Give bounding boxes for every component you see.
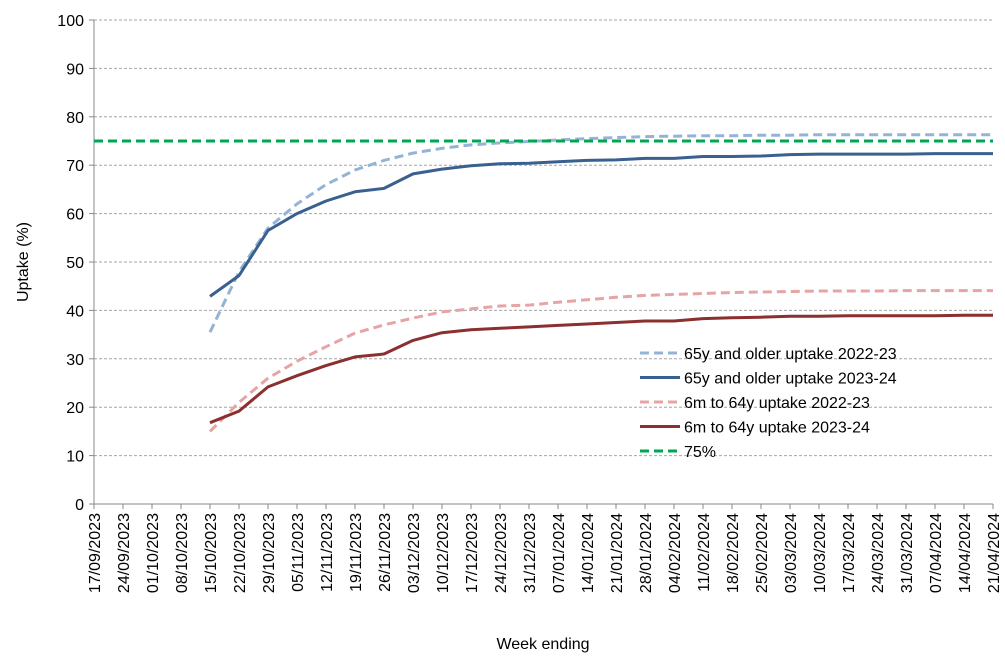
series-lines — [94, 133, 993, 433]
legend-label-0: 65y and older uptake 2022-23 — [684, 346, 897, 363]
x-tick-label: 28/01/2024 — [638, 513, 655, 593]
y-tick-label: 100 — [57, 13, 84, 30]
x-tick-label: 14/04/2024 — [957, 513, 974, 593]
x-tick-label: 03/12/2023 — [406, 513, 423, 593]
x-tick-label: 15/10/2023 — [203, 513, 220, 593]
x-tick-label: 24/03/2024 — [870, 513, 887, 593]
x-tick-label: 12/11/2023 — [319, 513, 336, 592]
y-tick-label: 40 — [66, 303, 84, 320]
legend-label-2: 6m to 64y uptake 2022-23 — [684, 395, 870, 412]
series-line-2 — [208, 289, 993, 433]
legend: 65y and older uptake 2022-23 65y and olde… — [640, 346, 897, 461]
y-tick-label: 80 — [66, 110, 84, 127]
x-tick-label: 31/12/2023 — [522, 513, 539, 593]
x-tick-label: 18/02/2024 — [725, 513, 742, 593]
gridlines — [94, 19, 993, 457]
y-tick-label: 0 — [75, 497, 84, 514]
x-tick-label: 07/01/2024 — [551, 513, 568, 593]
y-tick-label: 50 — [66, 255, 84, 272]
x-tick-label: 10/12/2023 — [435, 513, 452, 593]
y-axis-ticks: 0 10 20 30 40 50 60 70 80 90 100 — [57, 13, 94, 514]
x-tick-label: 08/10/2023 — [174, 513, 191, 593]
x-tick-label: 29/10/2023 — [261, 513, 278, 593]
y-axis-title: Uptake (%) — [15, 222, 32, 302]
x-tick-label: 14/01/2024 — [580, 513, 597, 593]
x-tick-label: 24/09/2023 — [116, 513, 133, 593]
series-line-1 — [209, 152, 993, 298]
y-tick-label: 30 — [66, 352, 84, 369]
y-tick-label: 20 — [66, 400, 84, 417]
x-tick-label: 05/11/2023 — [290, 513, 307, 592]
y-tick-label: 90 — [66, 61, 84, 78]
x-axis-title: Week ending — [496, 636, 589, 653]
x-tick-label: 04/02/2024 — [667, 513, 684, 593]
legend-label-1: 65y and older uptake 2023-24 — [684, 371, 897, 388]
x-tick-label: 17/03/2024 — [841, 513, 858, 593]
x-axis-ticks: 17/09/2023 24/09/2023 01/10/2023 08/10/2023… — [87, 504, 1003, 593]
x-tick-label: 31/03/2024 — [899, 513, 916, 593]
x-tick-label: 26/11/2023 — [377, 513, 394, 592]
series-line-3 — [209, 313, 993, 425]
series-line-0 — [208, 133, 993, 333]
x-tick-label: 21/04/2024 — [986, 513, 1003, 593]
x-tick-label: 10/03/2024 — [812, 513, 829, 593]
x-tick-label: 07/04/2024 — [928, 513, 945, 593]
x-tick-label: 21/01/2024 — [609, 513, 626, 593]
legend-label-4: 75% — [684, 444, 716, 461]
x-tick-label: 22/10/2023 — [232, 513, 249, 593]
x-tick-label: 01/10/2023 — [145, 513, 162, 593]
x-tick-label: 17/09/2023 — [87, 513, 104, 593]
legend-label-3: 6m to 64y uptake 2023-24 — [684, 420, 870, 437]
y-tick-label: 60 — [66, 207, 84, 224]
x-tick-label: 19/11/2023 — [348, 513, 365, 592]
x-tick-label: 03/03/2024 — [783, 513, 800, 593]
y-tick-label: 70 — [66, 158, 84, 175]
x-tick-label: 17/12/2023 — [464, 513, 481, 593]
y-tick-label: 10 — [66, 449, 84, 466]
x-tick-label: 24/12/2023 — [493, 513, 510, 593]
x-tick-label: 11/02/2024 — [696, 513, 713, 592]
x-tick-label: 25/02/2024 — [754, 513, 771, 593]
